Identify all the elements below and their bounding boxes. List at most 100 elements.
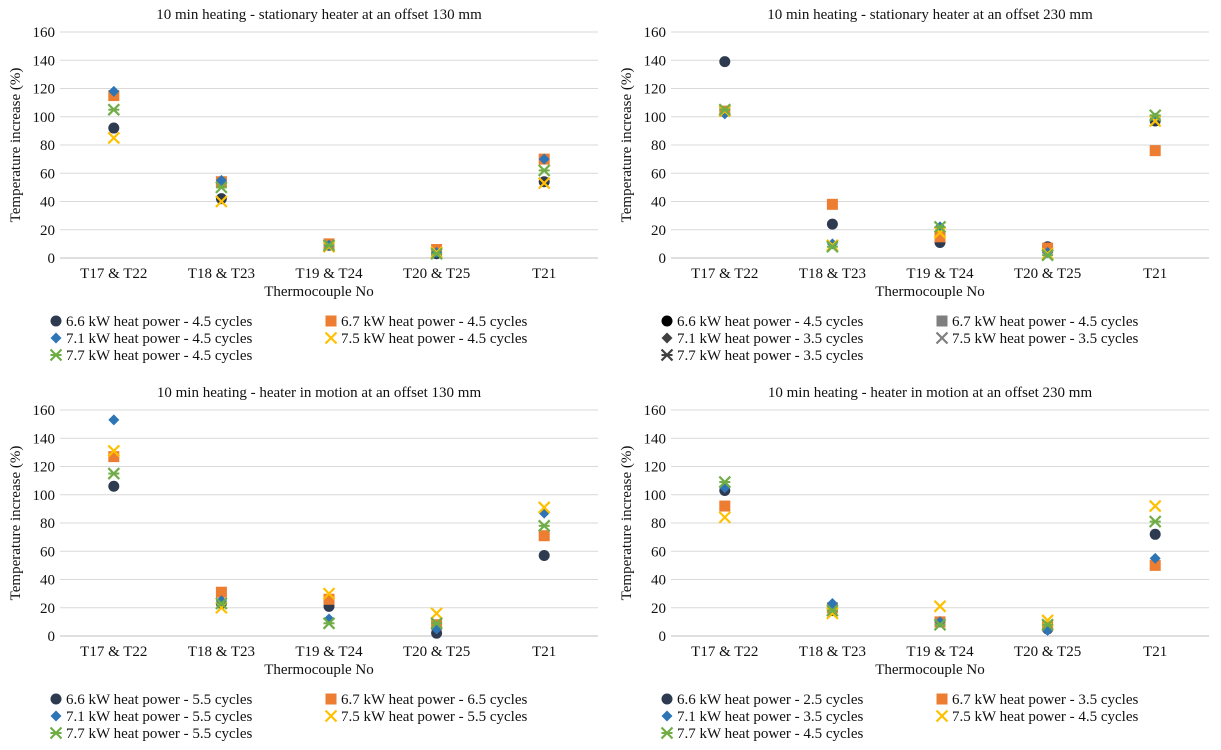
data-point-series-3 bbox=[215, 174, 227, 186]
data-point-series-4 bbox=[933, 226, 947, 239]
legend-entry: 7.5 kW heat power - 4.5 cycles bbox=[952, 709, 1138, 725]
chart-panel-motion-230: 10 min heating - heater in motion at an … bbox=[611, 378, 1221, 750]
legend-marker bbox=[935, 331, 949, 345]
legend-entry: 6.6 kW heat power - 5.5 cycles bbox=[66, 692, 252, 708]
data-point-series-5 bbox=[537, 519, 551, 533]
y-axis-label: Temperature increase (%) bbox=[8, 446, 24, 601]
chart-title: 10 min heating - stationary heater at an… bbox=[767, 7, 1093, 23]
chart-title: 10 min heating - heater in motion at an … bbox=[768, 385, 1093, 401]
data-point-series-3 bbox=[538, 153, 550, 165]
data-point-series-3 bbox=[108, 414, 120, 426]
legend-entry: 6.6 kW heat power - 4.5 cycles bbox=[66, 314, 252, 330]
y-tick-label: 20 bbox=[651, 223, 666, 239]
data-point-series-1 bbox=[719, 56, 731, 68]
x-tick-label: T19 & T24 bbox=[906, 266, 974, 282]
legend-marker bbox=[660, 726, 674, 740]
data-point-series-3 bbox=[538, 507, 550, 519]
legend-marker bbox=[50, 710, 62, 722]
legend-marker bbox=[936, 315, 948, 327]
x-tick-label: T17 & T22 bbox=[80, 266, 147, 282]
chart-panel-stationary-130: 10 min heating - stationary heater at an… bbox=[0, 0, 610, 372]
y-tick-label: 40 bbox=[651, 195, 666, 211]
legend-entry: 7.1 kW heat power - 3.5 cycles bbox=[677, 709, 863, 725]
data-point-series-2 bbox=[323, 593, 335, 605]
y-tick-label: 120 bbox=[644, 460, 667, 476]
x-tick-label: T18 & T23 bbox=[799, 644, 866, 660]
x-tick-label: T18 & T23 bbox=[188, 266, 255, 282]
x-tick-label: T21 bbox=[532, 266, 556, 282]
data-point-series-5 bbox=[933, 618, 947, 631]
legend-entry: 7.1 kW heat power - 5.5 cycles bbox=[66, 709, 252, 725]
data-point-series-1 bbox=[108, 122, 120, 134]
y-tick-label: 40 bbox=[40, 195, 55, 211]
scatter-chart: 10 min heating - stationary heater at an… bbox=[619, 7, 1209, 364]
data-point-series-5 bbox=[826, 604, 839, 617]
data-point-series-2 bbox=[1149, 145, 1161, 157]
data-point-series-5 bbox=[1041, 248, 1054, 262]
x-tick-label: T21 bbox=[1143, 266, 1167, 282]
legend-marker bbox=[50, 693, 62, 705]
legend-marker bbox=[325, 315, 337, 327]
y-tick-label: 60 bbox=[40, 166, 55, 182]
legend-marker bbox=[50, 315, 62, 327]
y-tick-label: 120 bbox=[33, 460, 56, 476]
x-tick-label: T20 & T25 bbox=[403, 644, 470, 660]
data-point-series-5 bbox=[1148, 109, 1162, 122]
legend-marker bbox=[661, 332, 673, 344]
data-point-series-4 bbox=[537, 501, 551, 514]
x-tick-label: T20 & T25 bbox=[1014, 644, 1081, 660]
x-tick-label: T19 & T24 bbox=[295, 266, 363, 282]
data-point-series-5 bbox=[430, 617, 443, 630]
y-tick-label: 100 bbox=[33, 488, 56, 504]
y-tick-label: 0 bbox=[659, 629, 667, 645]
x-tick-label: T19 & T24 bbox=[295, 644, 363, 660]
y-tick-label: 60 bbox=[651, 166, 666, 182]
legend-entry: 7.5 kW heat power - 5.5 cycles bbox=[341, 709, 527, 725]
chart-panel-stationary-230: 10 min heating - stationary heater at an… bbox=[611, 0, 1221, 372]
legend-entry: 6.6 kW heat power - 2.5 cycles bbox=[677, 692, 863, 708]
x-tick-label: T21 bbox=[532, 644, 556, 660]
data-point-series-5 bbox=[537, 164, 551, 177]
data-point-series-2 bbox=[1149, 559, 1161, 571]
x-axis-label: Thermocouple No bbox=[264, 284, 374, 300]
y-tick-label: 160 bbox=[644, 25, 667, 41]
scatter-chart: 10 min heating - heater in motion at an … bbox=[8, 385, 598, 742]
data-point-series-3 bbox=[1149, 552, 1161, 564]
y-tick-label: 60 bbox=[40, 544, 55, 560]
y-tick-label: 120 bbox=[33, 82, 56, 98]
data-point-series-5 bbox=[322, 617, 336, 630]
data-point-series-5 bbox=[322, 239, 336, 252]
data-point-series-4 bbox=[107, 444, 121, 458]
y-tick-label: 140 bbox=[644, 431, 667, 447]
legend-entry: 7.7 kW heat power - 3.5 cycles bbox=[677, 348, 863, 364]
scatter-chart: 10 min heating - stationary heater at an… bbox=[8, 7, 598, 364]
y-tick-label: 100 bbox=[644, 488, 667, 504]
data-point-series-2 bbox=[108, 451, 120, 463]
x-axis-label: Thermocouple No bbox=[264, 662, 374, 678]
y-tick-label: 40 bbox=[40, 573, 55, 589]
y-tick-label: 160 bbox=[33, 25, 56, 41]
data-point-series-4 bbox=[933, 600, 947, 613]
x-tick-label: T18 & T23 bbox=[799, 266, 866, 282]
legend-marker bbox=[660, 348, 674, 362]
legend-entry: 7.1 kW heat power - 3.5 cycles bbox=[677, 331, 863, 347]
data-point-series-5 bbox=[1148, 515, 1162, 528]
data-point-series-1 bbox=[538, 549, 550, 561]
y-axis-label: Temperature increase (%) bbox=[619, 68, 635, 223]
data-point-series-3 bbox=[826, 598, 838, 610]
x-axis-label: Thermocouple No bbox=[875, 662, 985, 678]
data-point-series-5 bbox=[215, 181, 228, 194]
chart-panel-motion-130: 10 min heating - heater in motion at an … bbox=[0, 378, 610, 750]
y-tick-label: 100 bbox=[644, 110, 667, 126]
x-tick-label: T21 bbox=[1143, 644, 1167, 660]
y-tick-label: 20 bbox=[651, 601, 666, 617]
legend-marker bbox=[935, 709, 949, 723]
data-point-series-5 bbox=[718, 103, 732, 116]
data-point-series-4 bbox=[322, 587, 336, 600]
legend-entry: 7.7 kW heat power - 4.5 cycles bbox=[677, 726, 863, 742]
x-tick-label: T18 & T23 bbox=[188, 644, 255, 660]
y-tick-label: 160 bbox=[644, 403, 667, 419]
y-tick-label: 20 bbox=[40, 601, 55, 617]
chart-title: 10 min heating - heater in motion at an … bbox=[157, 385, 482, 401]
data-point-series-2 bbox=[934, 231, 946, 243]
